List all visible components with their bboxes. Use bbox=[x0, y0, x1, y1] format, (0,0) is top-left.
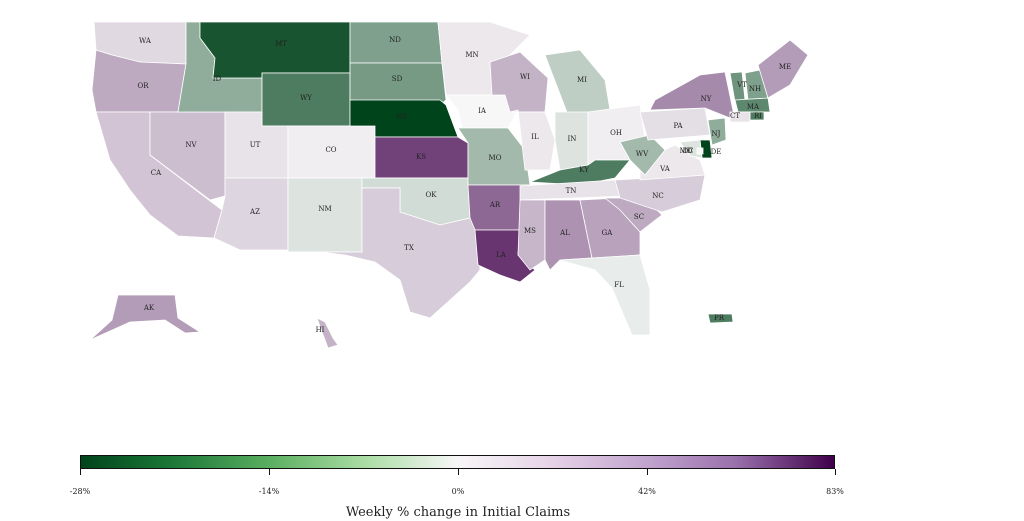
state-label-ar: AR bbox=[489, 201, 501, 209]
state-label-ut: UT bbox=[250, 141, 261, 149]
state-label-nh: NH bbox=[749, 85, 761, 93]
state-label-mo: MO bbox=[489, 154, 502, 162]
state-label-co: CO bbox=[325, 146, 336, 154]
state-label-ia: IA bbox=[478, 107, 487, 115]
state-label-va: VA bbox=[659, 165, 671, 173]
state-label-pa: PA bbox=[673, 122, 683, 130]
colorbar-tick bbox=[458, 469, 459, 475]
state-label-mn: MN bbox=[465, 51, 478, 59]
state-tx bbox=[288, 187, 481, 319]
state-label-ri: RI bbox=[754, 112, 762, 120]
state-label-ga: GA bbox=[602, 229, 614, 237]
colorbar-tick-label: 42% bbox=[638, 487, 656, 496]
state-label-nc: NC bbox=[652, 192, 663, 200]
state-label-de: DE bbox=[711, 148, 722, 156]
state-ct bbox=[729, 111, 751, 123]
state-label-fl: FL bbox=[614, 281, 624, 289]
state-label-nm: NM bbox=[318, 205, 331, 213]
colorbar-tick-label-zero: 0% bbox=[451, 487, 465, 496]
state-hi bbox=[316, 317, 339, 349]
colorbar-tick-label: -14% bbox=[258, 487, 280, 496]
state-nj bbox=[707, 117, 727, 146]
state-label-ky: KY bbox=[579, 166, 589, 174]
state-label-nd: ND bbox=[389, 36, 401, 44]
state-label-sd: SD bbox=[392, 75, 403, 83]
state-label-mt: MT bbox=[275, 40, 287, 48]
colorbar bbox=[80, 455, 835, 469]
state-mt bbox=[199, 21, 351, 79]
state-label-me: ME bbox=[779, 63, 791, 71]
colorbar-title: Weekly % change in Initial Claims bbox=[345, 505, 571, 520]
state-label-ne: NE bbox=[396, 113, 407, 121]
state-label-ct: CT bbox=[730, 112, 740, 120]
state-label-nv: NV bbox=[185, 141, 197, 149]
colorbar-tick bbox=[269, 469, 270, 475]
state-label-ny: NY bbox=[701, 95, 712, 103]
colorbar-tick-label-min: -28% bbox=[69, 487, 91, 496]
colorbar-tick bbox=[835, 469, 836, 475]
state-label-pr: PR bbox=[714, 314, 725, 322]
state-label-dc: DC bbox=[683, 147, 694, 155]
state-label-wi: WI bbox=[520, 73, 530, 81]
state-md bbox=[679, 139, 703, 159]
colorbar-tick bbox=[80, 469, 81, 475]
state-dc bbox=[696, 147, 704, 155]
state-label-il: IL bbox=[531, 133, 539, 141]
state-label-vt: VT bbox=[736, 81, 747, 89]
state-labels: WA OR CA NV ID MT WY UT CO AZ NM ND SD NE KS OK TX MN IA MO… bbox=[137, 36, 791, 334]
state-sd bbox=[349, 62, 447, 106]
state-label-az: AZ bbox=[249, 208, 260, 216]
us-choropleth-map: WA OR CA NV ID MT WY UT CO AZ NM ND SD NE KS OK TX MN IA MO… bbox=[89, 21, 809, 349]
state-fl bbox=[559, 254, 651, 336]
state-label-ca: CA bbox=[151, 169, 162, 177]
state-label-oh: OH bbox=[610, 129, 622, 137]
state-label-la: LA bbox=[496, 251, 507, 259]
state-ma bbox=[734, 97, 771, 113]
state-label-mi: MI bbox=[577, 76, 587, 84]
state-label-ms: MS bbox=[524, 227, 536, 235]
state-label-id: ID bbox=[213, 75, 222, 83]
colorbar-tick bbox=[647, 469, 648, 475]
state-shapes bbox=[89, 21, 809, 349]
state-label-tn: TN bbox=[566, 187, 577, 195]
state-me bbox=[757, 39, 809, 99]
colorbar-tick-label-max: 83% bbox=[826, 487, 844, 496]
state-label-in: IN bbox=[568, 135, 577, 143]
state-label-or: OR bbox=[137, 82, 149, 90]
state-ak bbox=[89, 294, 202, 341]
state-label-al: AL bbox=[559, 229, 570, 237]
state-label-hi: HI bbox=[316, 326, 325, 334]
state-label-nj: NJ bbox=[712, 130, 721, 138]
state-label-tx: TX bbox=[404, 244, 414, 252]
state-ms bbox=[517, 199, 546, 271]
state-label-wa: WA bbox=[139, 37, 152, 45]
state-label-sc: SC bbox=[634, 213, 644, 221]
state-label-md: MD bbox=[680, 147, 693, 155]
state-label-ok: OK bbox=[426, 191, 438, 199]
state-label-wv: WV bbox=[636, 150, 649, 158]
state-label-wy: WY bbox=[300, 94, 312, 102]
state-wv bbox=[619, 134, 666, 176]
state-pr bbox=[707, 313, 734, 324]
state-mi bbox=[544, 49, 611, 119]
state-label-ak: AK bbox=[143, 304, 155, 312]
state-label-ma: MA bbox=[747, 103, 760, 111]
state-label-ks: KS bbox=[416, 153, 426, 161]
state-il bbox=[509, 109, 556, 171]
state-nm bbox=[287, 177, 363, 253]
